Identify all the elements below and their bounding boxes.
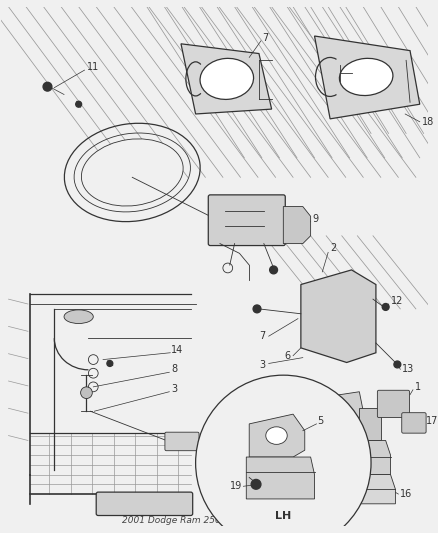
Circle shape [76, 101, 81, 107]
Circle shape [107, 360, 113, 366]
FancyBboxPatch shape [208, 195, 285, 246]
Text: 2: 2 [330, 244, 336, 254]
FancyBboxPatch shape [96, 492, 193, 515]
Text: 1: 1 [415, 382, 421, 392]
Text: 7: 7 [260, 331, 266, 341]
Circle shape [81, 387, 92, 399]
Circle shape [382, 303, 389, 310]
Circle shape [270, 266, 278, 274]
Text: 8: 8 [171, 365, 177, 374]
Text: 11: 11 [86, 62, 99, 72]
Polygon shape [324, 440, 391, 474]
Polygon shape [301, 270, 376, 362]
Text: 6: 6 [284, 351, 290, 361]
Text: 2001 Dodge Ram 2500 Tailgate Diagram: 2001 Dodge Ram 2500 Tailgate Diagram [122, 516, 306, 525]
Text: 13: 13 [402, 365, 414, 374]
Circle shape [251, 480, 261, 489]
Text: 12: 12 [391, 296, 403, 306]
Ellipse shape [81, 139, 183, 206]
Ellipse shape [339, 58, 393, 95]
Text: RH: RH [343, 434, 360, 445]
Text: 4: 4 [230, 419, 236, 429]
Text: 15: 15 [242, 438, 255, 447]
Ellipse shape [335, 406, 354, 426]
Circle shape [43, 82, 52, 91]
Circle shape [215, 439, 225, 448]
Polygon shape [246, 457, 314, 499]
Text: 14: 14 [171, 345, 184, 355]
FancyBboxPatch shape [378, 390, 410, 417]
Polygon shape [181, 44, 272, 114]
Text: 2: 2 [142, 497, 148, 507]
Polygon shape [314, 36, 420, 119]
Circle shape [196, 375, 371, 533]
Circle shape [394, 361, 401, 368]
Text: 7: 7 [262, 33, 268, 43]
Polygon shape [324, 474, 396, 504]
Text: 5: 5 [318, 416, 324, 426]
Polygon shape [283, 207, 311, 244]
Text: 17: 17 [426, 416, 438, 426]
FancyBboxPatch shape [402, 413, 426, 433]
Polygon shape [359, 408, 381, 440]
Ellipse shape [64, 310, 93, 324]
Text: 19: 19 [230, 481, 242, 491]
Text: LH: LH [275, 511, 291, 521]
Text: 3: 3 [260, 360, 266, 370]
Text: 18: 18 [422, 117, 434, 127]
Ellipse shape [266, 427, 287, 445]
Text: 3: 3 [171, 384, 177, 394]
FancyBboxPatch shape [165, 432, 199, 451]
Text: 9: 9 [313, 214, 319, 224]
Text: 16: 16 [400, 489, 413, 499]
Polygon shape [249, 414, 305, 457]
Circle shape [253, 305, 261, 313]
Ellipse shape [200, 59, 254, 100]
Polygon shape [327, 392, 363, 438]
